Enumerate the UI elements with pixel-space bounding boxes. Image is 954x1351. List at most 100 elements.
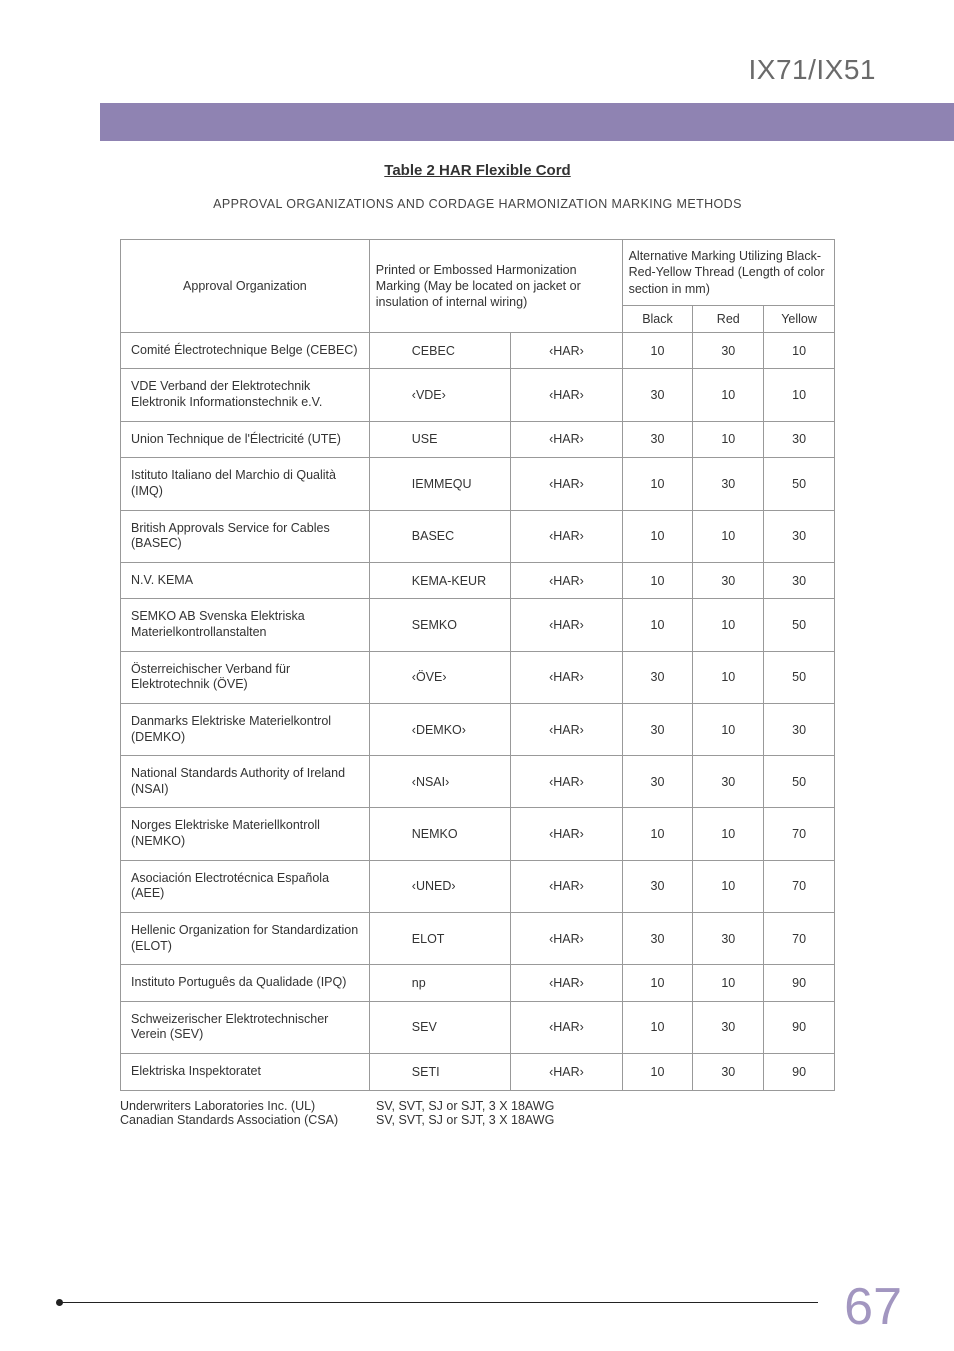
cell-mark: IEMMEQU bbox=[369, 458, 511, 510]
cell-red: 10 bbox=[693, 369, 764, 421]
cell-har: ‹HAR› bbox=[511, 510, 622, 562]
cell-org: Norges Elektriske Materiellkontroll (NEM… bbox=[121, 808, 370, 860]
cell-yellow: 30 bbox=[764, 703, 835, 755]
table-row: SEMKO AB Svenska Elektriska Materielkont… bbox=[121, 599, 835, 651]
cell-yellow: 70 bbox=[764, 912, 835, 964]
cell-org: Union Technique de l'Électricité (UTE) bbox=[121, 421, 370, 458]
cell-yellow: 30 bbox=[764, 510, 835, 562]
page: IX71/IX51 Table 2 HAR Flexible Cord APPR… bbox=[0, 0, 954, 1351]
table-header: Approval Organization Printed or Embosse… bbox=[121, 240, 835, 333]
cell-har: ‹HAR› bbox=[511, 599, 622, 651]
cell-red: 10 bbox=[693, 860, 764, 912]
cell-yellow: 90 bbox=[764, 1054, 835, 1091]
cell-yellow: 70 bbox=[764, 808, 835, 860]
table-row: Österreichischer Verband für Elektrotech… bbox=[121, 651, 835, 703]
cell-mark: SETI bbox=[369, 1054, 511, 1091]
footer-line bbox=[58, 1302, 818, 1303]
cell-black: 30 bbox=[622, 651, 693, 703]
footnotes: Underwriters Laboratories Inc. (UL) SV, … bbox=[120, 1099, 835, 1127]
cell-yellow: 30 bbox=[764, 562, 835, 599]
cell-black: 30 bbox=[622, 703, 693, 755]
cell-mark: SEMKO bbox=[369, 599, 511, 651]
cell-black: 30 bbox=[622, 756, 693, 808]
cell-black: 10 bbox=[622, 1001, 693, 1053]
cell-org: N.V. KEMA bbox=[121, 562, 370, 599]
th-yellow: Yellow bbox=[764, 305, 835, 332]
table-subtitle: APPROVAL ORGANIZATIONS AND CORDAGE HARMO… bbox=[120, 197, 835, 211]
cell-mark: USE bbox=[369, 421, 511, 458]
cell-black: 30 bbox=[622, 912, 693, 964]
cell-red: 30 bbox=[693, 1001, 764, 1053]
cell-red: 30 bbox=[693, 756, 764, 808]
table-row: Asociación Electrotécnica Española (AEE)… bbox=[121, 860, 835, 912]
cell-org: British Approvals Service for Cables (BA… bbox=[121, 510, 370, 562]
cell-mark: CEBEC bbox=[369, 332, 511, 369]
cell-red: 10 bbox=[693, 421, 764, 458]
table-row: Hellenic Organization for Standardizatio… bbox=[121, 912, 835, 964]
footnote-right: SV, SVT, SJ or SJT, 3 X 18AWG bbox=[376, 1113, 554, 1127]
cell-org: Asociación Electrotécnica Española (AEE) bbox=[121, 860, 370, 912]
cell-har: ‹HAR› bbox=[511, 1054, 622, 1091]
cell-mark: ‹NSAI› bbox=[369, 756, 511, 808]
cell-org: Istituto Italiano del Marchio di Qualità… bbox=[121, 458, 370, 510]
table-row: Elektriska InspektoratetSETI‹HAR›103090 bbox=[121, 1054, 835, 1091]
cell-har: ‹HAR› bbox=[511, 369, 622, 421]
cell-black: 10 bbox=[622, 458, 693, 510]
cell-har: ‹HAR› bbox=[511, 1001, 622, 1053]
cell-red: 30 bbox=[693, 332, 764, 369]
table-body: Comité Électrotechnique Belge (CEBEC)CEB… bbox=[121, 332, 835, 1090]
har-table: Approval Organization Printed or Embosse… bbox=[120, 239, 835, 1091]
footnote-row: Canadian Standards Association (CSA) SV,… bbox=[120, 1113, 835, 1127]
table-row: Instituto Português da Qualidade (IPQ)np… bbox=[121, 965, 835, 1002]
footnote-left: Underwriters Laboratories Inc. (UL) bbox=[120, 1099, 376, 1113]
cell-org: Österreichischer Verband für Elektrotech… bbox=[121, 651, 370, 703]
cell-org: SEMKO AB Svenska Elektriska Materielkont… bbox=[121, 599, 370, 651]
footnote-right: SV, SVT, SJ or SJT, 3 X 18AWG bbox=[376, 1099, 554, 1113]
th-approval-org: Approval Organization bbox=[121, 240, 370, 333]
cell-mark: ‹UNED› bbox=[369, 860, 511, 912]
cell-mark: ‹DEMKO› bbox=[369, 703, 511, 755]
cell-org: Hellenic Organization for Standardizatio… bbox=[121, 912, 370, 964]
th-printed-marking: Printed or Embossed Harmonization Markin… bbox=[369, 240, 622, 333]
cell-black: 10 bbox=[622, 599, 693, 651]
cell-red: 30 bbox=[693, 458, 764, 510]
cell-black: 10 bbox=[622, 562, 693, 599]
cell-mark: SEV bbox=[369, 1001, 511, 1053]
cell-mark: ‹VDE› bbox=[369, 369, 511, 421]
footnote-left: Canadian Standards Association (CSA) bbox=[120, 1113, 376, 1127]
cell-red: 10 bbox=[693, 651, 764, 703]
cell-mark: KEMA-KEUR bbox=[369, 562, 511, 599]
cell-mark: ELOT bbox=[369, 912, 511, 964]
table-row: Union Technique de l'Électricité (UTE)US… bbox=[121, 421, 835, 458]
cell-yellow: 50 bbox=[764, 599, 835, 651]
cell-black: 30 bbox=[622, 421, 693, 458]
cell-org: National Standards Authority of Ireland … bbox=[121, 756, 370, 808]
header-bar bbox=[100, 103, 954, 141]
doc-title: IX71/IX51 bbox=[749, 54, 876, 86]
footnote-row: Underwriters Laboratories Inc. (UL) SV, … bbox=[120, 1099, 835, 1113]
cell-har: ‹HAR› bbox=[511, 860, 622, 912]
table-row: Danmarks Elektriske Materielkontrol (DEM… bbox=[121, 703, 835, 755]
table-row: Istituto Italiano del Marchio di Qualità… bbox=[121, 458, 835, 510]
page-number: 67 bbox=[844, 1277, 902, 1337]
th-black: Black bbox=[622, 305, 693, 332]
content-area: Table 2 HAR Flexible Cord APPROVAL ORGAN… bbox=[120, 162, 835, 1127]
cell-black: 30 bbox=[622, 860, 693, 912]
table-row: National Standards Authority of Ireland … bbox=[121, 756, 835, 808]
cell-yellow: 90 bbox=[764, 1001, 835, 1053]
cell-black: 10 bbox=[622, 965, 693, 1002]
cell-org: Instituto Português da Qualidade (IPQ) bbox=[121, 965, 370, 1002]
cell-yellow: 10 bbox=[764, 369, 835, 421]
cell-org: Comité Électrotechnique Belge (CEBEC) bbox=[121, 332, 370, 369]
cell-yellow: 50 bbox=[764, 756, 835, 808]
cell-black: 10 bbox=[622, 510, 693, 562]
cell-red: 10 bbox=[693, 703, 764, 755]
cell-org: Schweizerischer Elektrotechnischer Verei… bbox=[121, 1001, 370, 1053]
cell-org: Danmarks Elektriske Materielkontrol (DEM… bbox=[121, 703, 370, 755]
cell-har: ‹HAR› bbox=[511, 332, 622, 369]
cell-org: VDE Verband der Elektrotechnik Elektroni… bbox=[121, 369, 370, 421]
cell-har: ‹HAR› bbox=[511, 458, 622, 510]
cell-har: ‹HAR› bbox=[511, 421, 622, 458]
th-red: Red bbox=[693, 305, 764, 332]
cell-yellow: 50 bbox=[764, 458, 835, 510]
